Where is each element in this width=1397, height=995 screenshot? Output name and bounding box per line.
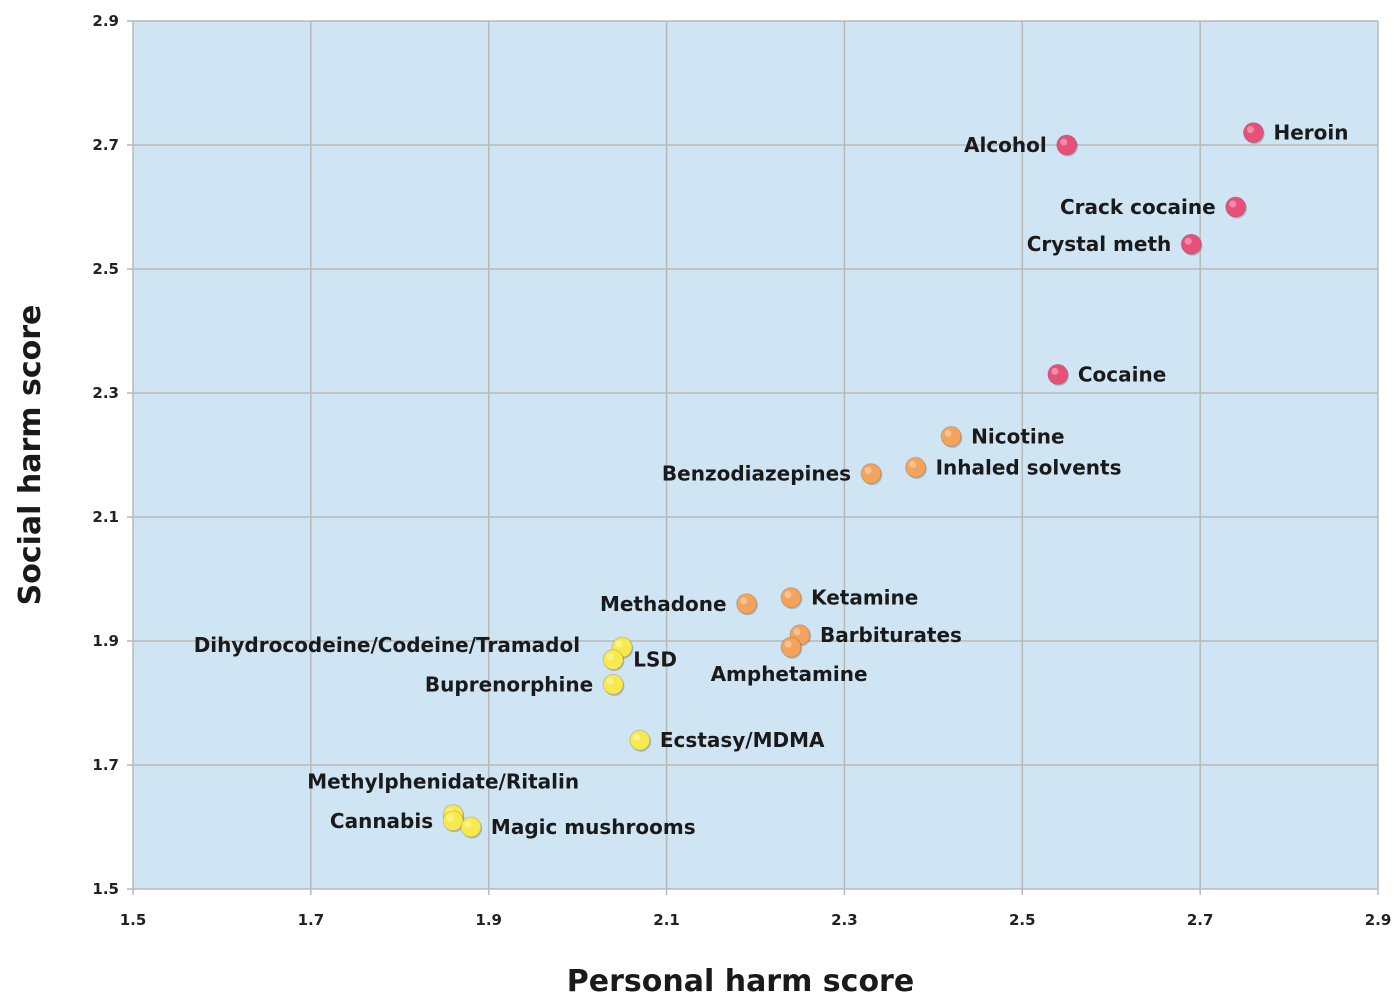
data-point-highlight bbox=[740, 597, 748, 605]
data-point bbox=[1225, 196, 1247, 218]
point-label: Amphetamine bbox=[711, 662, 868, 686]
data-point bbox=[1056, 134, 1078, 156]
data-point bbox=[780, 636, 802, 658]
data-point-highlight bbox=[446, 814, 454, 822]
y-axis-ticks: 1.5 1.7 1.9 2.1 2.3 2.5 2.7 2.9 bbox=[92, 12, 119, 898]
x-tick-label: 1.5 bbox=[120, 911, 147, 929]
data-point-highlight bbox=[784, 640, 792, 648]
data-point bbox=[442, 810, 464, 832]
y-tick-label: 2.3 bbox=[92, 384, 119, 402]
data-point-highlight bbox=[1051, 367, 1059, 375]
data-point bbox=[602, 649, 624, 671]
y-tick-label: 2.7 bbox=[92, 136, 119, 154]
data-point-highlight bbox=[1184, 237, 1192, 245]
data-point-highlight bbox=[615, 640, 623, 648]
y-tick-label: 2.5 bbox=[92, 260, 119, 278]
data-point-highlight bbox=[864, 467, 872, 475]
point-label: Methadone bbox=[600, 592, 727, 616]
point-label: Crack cocaine bbox=[1060, 195, 1216, 219]
point-labels: Heroin Alcohol Crack cocaine Crystal meth Co… bbox=[194, 121, 1349, 839]
data-point-highlight bbox=[464, 820, 472, 828]
point-label: Ketamine bbox=[811, 586, 918, 610]
point-label: Inhaled solvents bbox=[936, 455, 1122, 479]
point-label: Nicotine bbox=[971, 424, 1064, 448]
x-axis-title: Personal harm score bbox=[567, 964, 914, 995]
point-label: LSD bbox=[633, 648, 677, 672]
data-point-highlight bbox=[606, 677, 614, 685]
point-label: Crystal meth bbox=[1027, 232, 1172, 256]
point-label: Cannabis bbox=[330, 809, 433, 833]
data-point-highlight bbox=[1247, 126, 1254, 134]
y-tick-label: 2.1 bbox=[92, 508, 119, 526]
data-point-highlight bbox=[784, 591, 792, 599]
plot-area bbox=[133, 21, 1378, 889]
point-label: Barbiturates bbox=[820, 623, 962, 647]
data-point bbox=[1180, 233, 1202, 255]
point-label: Buprenorphine bbox=[425, 672, 593, 696]
x-tick-label: 2.9 bbox=[1365, 911, 1392, 929]
point-label: Methylphenidate/Ritalin bbox=[307, 770, 579, 794]
grid-lines bbox=[127, 20, 1379, 895]
data-point-highlight bbox=[1060, 138, 1068, 146]
data-point bbox=[860, 463, 882, 485]
x-tick-label: 2.7 bbox=[1187, 911, 1214, 929]
data-point bbox=[780, 587, 802, 609]
data-point bbox=[460, 816, 482, 838]
x-tick-label: 1.9 bbox=[475, 911, 502, 929]
data-point bbox=[1243, 122, 1264, 144]
point-label: Dihydrocodeine/Codeine/Tramadol bbox=[194, 633, 580, 657]
x-axis-ticks: 1.5 1.7 1.9 2.1 2.3 2.5 2.7 2.9 bbox=[120, 911, 1392, 929]
data-point-highlight bbox=[944, 429, 952, 437]
data-point-highlight bbox=[606, 653, 614, 661]
x-tick-label: 2.3 bbox=[831, 911, 858, 929]
data-point-highlight bbox=[793, 628, 801, 636]
y-axis-title: Social harm score bbox=[13, 305, 48, 606]
point-label: Heroin bbox=[1274, 121, 1349, 145]
point-label: Alcohol bbox=[964, 133, 1047, 157]
data-point-highlight bbox=[633, 733, 641, 741]
data-point bbox=[1047, 363, 1069, 385]
data-point-highlight bbox=[909, 460, 917, 468]
y-tick-label: 1.5 bbox=[92, 880, 119, 898]
point-label: Benzodiazepines bbox=[662, 462, 851, 486]
data-point bbox=[905, 456, 927, 478]
data-point bbox=[736, 593, 758, 615]
point-label: Magic mushrooms bbox=[491, 815, 696, 839]
data-point-highlight bbox=[1229, 200, 1237, 208]
y-tick-label: 1.7 bbox=[92, 756, 119, 774]
point-label: Ecstasy/MDMA bbox=[660, 728, 825, 752]
data-point bbox=[602, 673, 624, 695]
x-tick-label: 2.5 bbox=[1009, 911, 1036, 929]
data-point bbox=[940, 425, 962, 447]
point-label: Cocaine bbox=[1078, 362, 1166, 386]
x-tick-label: 1.7 bbox=[298, 911, 325, 929]
data-point bbox=[629, 729, 651, 751]
x-tick-label: 2.1 bbox=[653, 911, 680, 929]
y-tick-label: 1.9 bbox=[92, 632, 119, 650]
data-points bbox=[442, 122, 1265, 839]
y-tick-label: 2.9 bbox=[92, 12, 119, 30]
